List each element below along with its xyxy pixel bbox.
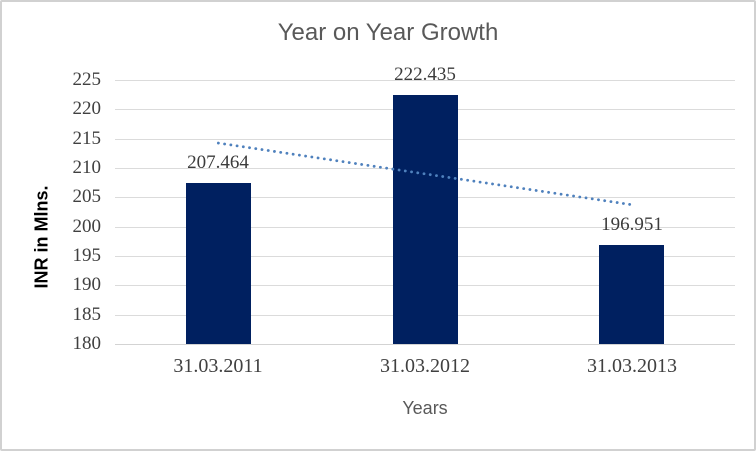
y-tick-label: 180 [72, 333, 102, 354]
x-category-label: 31.03.2013 [587, 355, 677, 377]
bar-data-label: 207.464 [187, 152, 249, 173]
bar-31.03.2012[interactable] [393, 95, 458, 344]
y-axis-title: INR in Mlns. [31, 185, 52, 289]
bar-data-label: 196.951 [601, 214, 663, 235]
x-axis-title: Years [402, 398, 448, 418]
bar-data-label: 222.435 [394, 64, 456, 85]
y-tick-label: 195 [72, 245, 102, 266]
y-tick-label: 215 [72, 128, 102, 149]
y-tick-label: 185 [72, 304, 102, 325]
y-tick-label: 190 [72, 274, 102, 295]
y-tick-label: 205 [72, 186, 102, 207]
y-tick-label: 220 [72, 98, 102, 119]
chart-title: Year on Year Growth [277, 19, 499, 46]
y-tick-label: 225 [72, 69, 102, 90]
x-category-label: 31.03.2011 [173, 355, 263, 377]
y-tick-label: 200 [72, 216, 102, 237]
y-tick-label: 210 [72, 157, 102, 178]
x-category-label: 31.03.2012 [380, 355, 470, 377]
x-axis-line [115, 344, 735, 345]
bar-31.03.2013[interactable] [599, 245, 664, 344]
bar-31.03.2011[interactable] [186, 183, 251, 344]
gridline [115, 80, 735, 81]
